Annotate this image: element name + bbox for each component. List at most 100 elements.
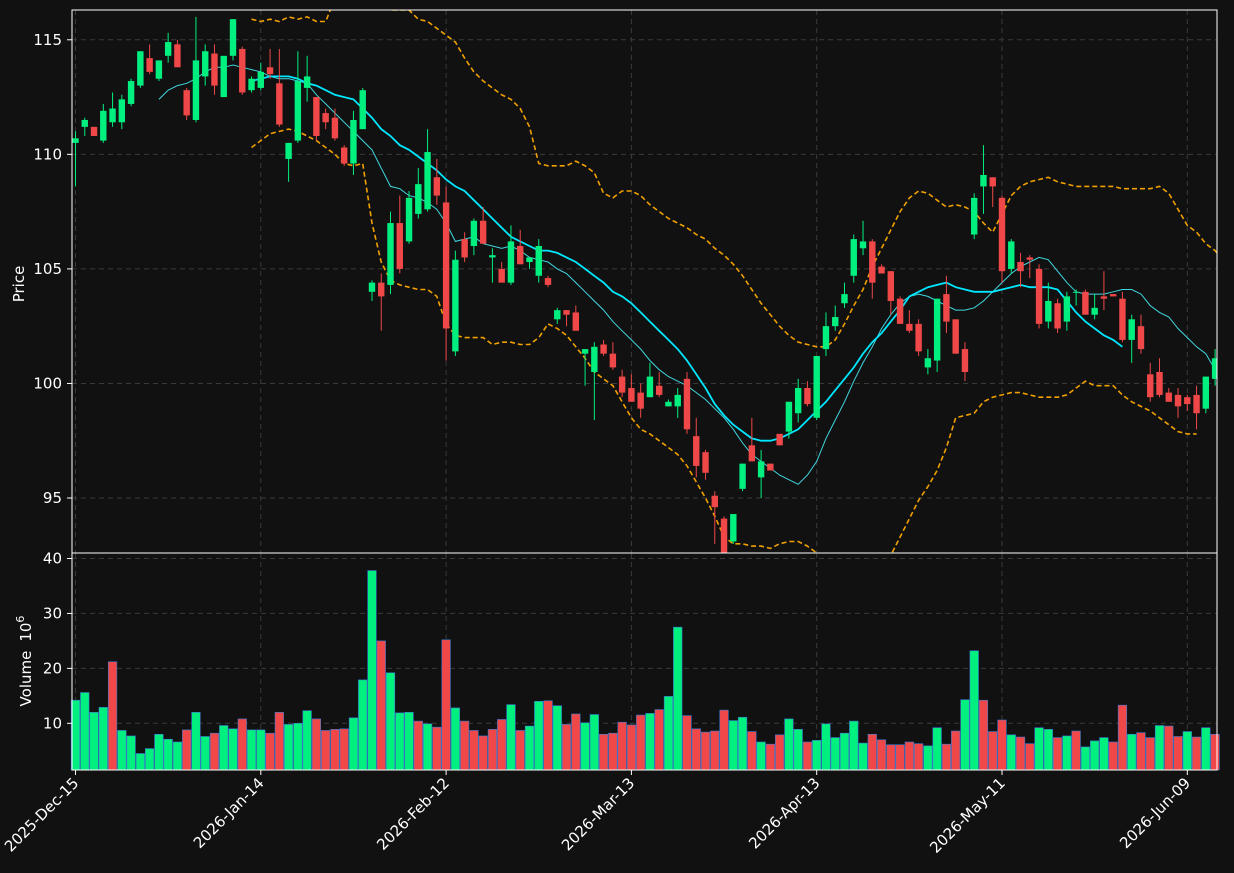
candle-body xyxy=(1137,326,1145,350)
candle-body xyxy=(442,202,450,329)
price-gridlines xyxy=(72,10,1217,553)
volume-bar xyxy=(645,713,655,771)
candle-body xyxy=(1184,397,1191,405)
sma-fast-line xyxy=(158,64,1217,485)
candle-body xyxy=(915,323,922,352)
candle-body xyxy=(479,220,487,244)
volume-bar xyxy=(293,723,303,771)
volume-bar xyxy=(98,707,108,771)
volume-tick-label: 30 xyxy=(43,604,62,622)
bollinger-upper-line xyxy=(251,10,1217,348)
volume-tick-label: 40 xyxy=(43,549,62,567)
price-tick-label: 100 xyxy=(33,374,62,392)
volume-bar xyxy=(682,715,692,771)
volume-bar xyxy=(673,626,683,771)
volume-bar xyxy=(163,738,173,771)
volume-bar xyxy=(422,723,433,771)
price-y-label: Price xyxy=(10,266,28,303)
volume-bar xyxy=(413,720,423,771)
volume-bar xyxy=(932,727,942,771)
candle-body xyxy=(1211,358,1217,379)
candle-body xyxy=(971,197,978,235)
candle-body xyxy=(461,239,468,258)
volume-bar xyxy=(552,705,562,771)
candle-body xyxy=(637,392,644,409)
candle-body xyxy=(1156,372,1163,395)
volume-bar xyxy=(154,733,164,771)
price-tick-label: 105 xyxy=(33,260,62,278)
volume-bar xyxy=(756,741,766,771)
volume-bar xyxy=(191,712,201,771)
volume-bar xyxy=(1117,704,1128,771)
volume-bar xyxy=(1090,740,1100,771)
volume-bar xyxy=(145,748,155,771)
volume-bar xyxy=(969,650,979,771)
volume-bar xyxy=(339,728,349,771)
candle-body xyxy=(572,312,580,331)
candle-body xyxy=(452,259,459,352)
volume-y-label-base: 10 xyxy=(17,623,35,642)
volume-bar xyxy=(515,730,525,771)
candle-body xyxy=(748,445,756,462)
candle-body xyxy=(90,126,98,137)
volume-bar xyxy=(654,709,664,771)
candle-body xyxy=(1063,296,1071,322)
candle-body xyxy=(618,376,626,393)
volume-bar xyxy=(1071,730,1081,771)
volume-bar xyxy=(1062,735,1072,771)
candle-body xyxy=(609,353,617,368)
volume-bar xyxy=(608,732,618,771)
candle-body xyxy=(887,271,895,301)
candle-body xyxy=(1165,392,1172,402)
candle-body xyxy=(433,177,441,196)
volume-bar xyxy=(1201,727,1211,771)
volume-bar xyxy=(237,718,247,771)
volume-bar xyxy=(135,753,145,771)
volume-bar xyxy=(497,719,507,771)
volume-bar xyxy=(812,740,822,771)
candle-body xyxy=(1017,262,1024,272)
volume-bar xyxy=(1145,737,1155,771)
candle-body xyxy=(600,344,607,354)
volume-bar xyxy=(1108,741,1118,771)
candle-body xyxy=(896,298,904,324)
candle-body xyxy=(378,282,385,297)
volume-bar xyxy=(348,717,359,771)
candle-body xyxy=(591,346,598,372)
candle-body xyxy=(81,119,88,127)
candle-body xyxy=(674,394,681,407)
volume-bar xyxy=(441,639,451,771)
candle-body xyxy=(220,55,227,98)
candle-body xyxy=(498,268,505,283)
volume-panel-frame xyxy=(71,552,1218,771)
candle-body xyxy=(794,388,802,414)
candle-body xyxy=(1109,294,1117,297)
volume-bar xyxy=(747,731,757,771)
volume-bar xyxy=(914,743,924,771)
candle-body xyxy=(424,152,431,210)
volume-bar xyxy=(895,744,905,771)
candle-body xyxy=(359,90,366,130)
candle-body xyxy=(980,174,987,187)
volume-bar xyxy=(265,732,275,771)
candle-body xyxy=(340,147,348,164)
volume-bar xyxy=(1099,737,1109,771)
volume-bar xyxy=(404,712,414,771)
candle-body xyxy=(813,355,820,418)
volume-bar xyxy=(358,679,368,771)
volume-y-label-name: Volume xyxy=(17,651,35,707)
volume-bar xyxy=(117,730,127,771)
volume-bar xyxy=(951,730,961,771)
candle-body xyxy=(1072,291,1080,293)
volume-bar xyxy=(1182,731,1192,771)
candle-body xyxy=(294,81,302,141)
candle-body xyxy=(1193,394,1200,414)
candle-body xyxy=(507,241,515,283)
volume-bar xyxy=(534,701,544,771)
candle-body xyxy=(693,436,700,466)
volume-bar xyxy=(941,743,952,771)
volume-y-ticks: 10 20 30 40 xyxy=(43,549,72,732)
volume-bar xyxy=(793,729,803,771)
volume-bar xyxy=(1052,737,1063,771)
candle-body xyxy=(952,319,959,354)
